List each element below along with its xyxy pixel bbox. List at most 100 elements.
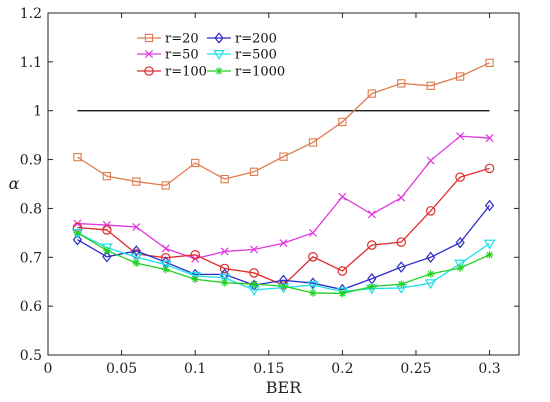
y-tick-label: 0.6: [20, 299, 42, 315]
data-point-2: [130, 253, 143, 264]
data-point-legend: [144, 49, 154, 59]
y-axis-title: α: [9, 174, 20, 193]
y-tick-label: 0.9: [20, 153, 42, 169]
x-tick-label: 0.15: [253, 361, 284, 377]
data-point-13: [456, 264, 464, 272]
x-axis-title: BER: [266, 378, 302, 397]
data-point-10: [367, 210, 376, 219]
data-point-13: [455, 72, 465, 81]
x-tick-label: 0.25: [400, 361, 431, 377]
y-tick-label: 1: [33, 104, 42, 120]
data-point-14: [484, 199, 495, 212]
series-r-20: [73, 58, 494, 190]
legend-label: r=1000: [235, 65, 285, 80]
series-line: [77, 205, 491, 291]
x-tick-label: 0.1: [184, 361, 206, 377]
x-tick-label: 0.05: [106, 361, 137, 377]
data-point-legend: [214, 32, 224, 44]
data-point-legend: [213, 50, 225, 60]
data-point-6: [249, 268, 259, 278]
data-point-13: [454, 259, 466, 270]
legend-entry-r-1000: r=1000: [207, 65, 285, 80]
data-point-legend: [144, 66, 154, 76]
data-point-5: [220, 278, 229, 287]
data-point-0: [73, 229, 82, 237]
data-point-legend: [144, 33, 154, 43]
data-point-13: [455, 172, 465, 182]
data-point-9: [338, 289, 347, 298]
legend-label: r=50: [165, 48, 199, 63]
data-point-0: [72, 233, 83, 246]
data-point-9: [337, 266, 348, 276]
data-point-14: [484, 163, 495, 174]
data-point-10: [367, 89, 376, 98]
data-point-2: [132, 222, 141, 232]
data-point-8: [308, 251, 318, 262]
data-point-6: [250, 280, 258, 288]
data-point-3: [159, 260, 172, 271]
y-tick-label: 0.7: [20, 250, 42, 266]
data-point-1: [102, 225, 112, 235]
legend-entry-r-20: r=20: [137, 32, 199, 47]
data-point-9: [336, 287, 349, 298]
data-point-12: [426, 270, 435, 278]
x-tick-label: 0: [44, 361, 53, 377]
data-point-1: [103, 246, 111, 255]
legend-entry-r-200: r=200: [207, 32, 277, 47]
y-tick-label: 1.1: [20, 55, 42, 71]
x-tick-label: 0.3: [478, 361, 500, 377]
data-point-3: [161, 244, 170, 253]
data-point-12: [426, 156, 435, 165]
data-point-10: [367, 240, 377, 250]
data-point-14: [483, 239, 496, 250]
plot-background: [48, 13, 519, 355]
data-point-7: [279, 282, 288, 290]
data-point-14: [485, 58, 494, 67]
data-point-6: [250, 245, 259, 254]
legend-label: r=500: [235, 48, 277, 63]
data-point-2: [132, 259, 141, 267]
data-point-2: [132, 177, 141, 186]
data-point-2: [131, 245, 141, 257]
data-point-8: [307, 281, 319, 292]
axes-layer: 0 0.05 0.1 0.15 0.2 0.25 0.3 0.5 0.6 0.7 0.8 0.9 1 1.…: [20, 6, 520, 377]
data-point-9: [338, 192, 347, 201]
series-line: [77, 62, 490, 187]
data-point-1: [102, 251, 112, 263]
data-point-11: [396, 261, 406, 273]
data-point-5: [220, 174, 229, 184]
data-point-8: [308, 138, 318, 147]
data-point-1: [102, 221, 111, 230]
legend-label: r=100: [165, 65, 207, 80]
legend-entry-r-500: r=500: [207, 48, 277, 63]
data-point-5: [219, 263, 230, 274]
data-point-7: [279, 239, 288, 248]
data-point-14: [485, 251, 494, 259]
data-point-14: [485, 134, 494, 143]
series-r-50: [73, 132, 494, 263]
data-point-8: [309, 289, 317, 297]
data-point-6: [249, 167, 259, 176]
y-tick-label: 0.8: [20, 201, 42, 217]
data-point-12: [424, 279, 437, 290]
plot-area: [48, 13, 519, 355]
data-point-5: [220, 247, 229, 256]
data-point-legend: [215, 67, 223, 75]
data-point-4: [190, 250, 200, 260]
series-layer: [71, 58, 496, 298]
data-point-11: [397, 280, 406, 288]
data-point-7: [279, 152, 288, 161]
data-point-1: [102, 172, 112, 181]
y-tick-label: 1.2: [20, 6, 42, 22]
data-point-12: [425, 206, 436, 216]
series-r-1000: [73, 229, 494, 298]
data-point-11: [397, 79, 406, 88]
legend-label: r=20: [165, 32, 199, 47]
x-tick-label: 0.2: [331, 361, 353, 377]
legend-entry-r-50: r=50: [137, 48, 199, 63]
data-point-0: [73, 152, 82, 162]
axes-frame: [47, 12, 520, 356]
data-point-3: [161, 265, 170, 274]
